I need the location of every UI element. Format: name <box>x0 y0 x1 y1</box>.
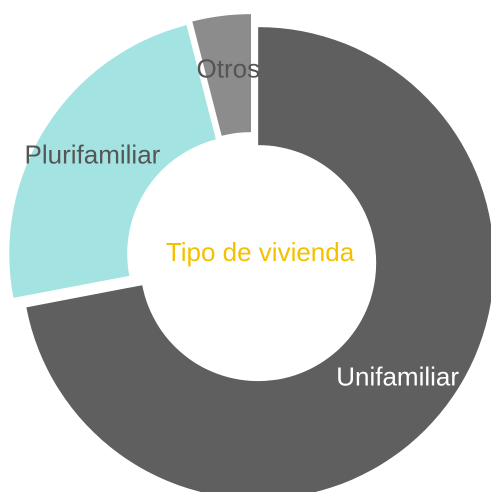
slice-label: Otros <box>197 53 261 83</box>
slice-label: Plurifamiliar <box>25 140 161 170</box>
donut-slice <box>192 14 251 136</box>
slice-label: Unifamiliar <box>336 361 459 391</box>
donut-slice <box>9 25 216 298</box>
chart-title: Tipo de vivienda <box>166 237 355 267</box>
donut-slice <box>26 27 491 492</box>
